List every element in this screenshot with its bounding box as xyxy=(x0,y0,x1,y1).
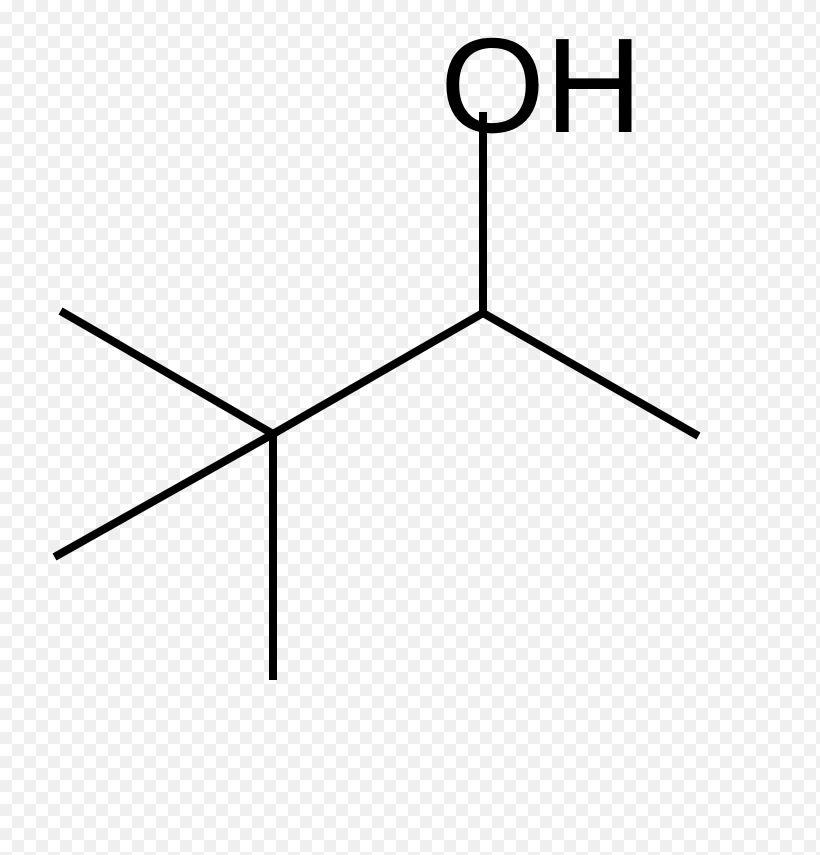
bond-line xyxy=(483,313,695,434)
bond-line xyxy=(273,313,483,434)
bond-line xyxy=(58,434,273,555)
hydroxyl-label: OH xyxy=(440,8,643,163)
bonds-group xyxy=(58,116,695,676)
bond-svg xyxy=(0,0,820,850)
bond-line xyxy=(64,313,273,434)
chemical-structure-diagram: OH xyxy=(0,0,820,850)
